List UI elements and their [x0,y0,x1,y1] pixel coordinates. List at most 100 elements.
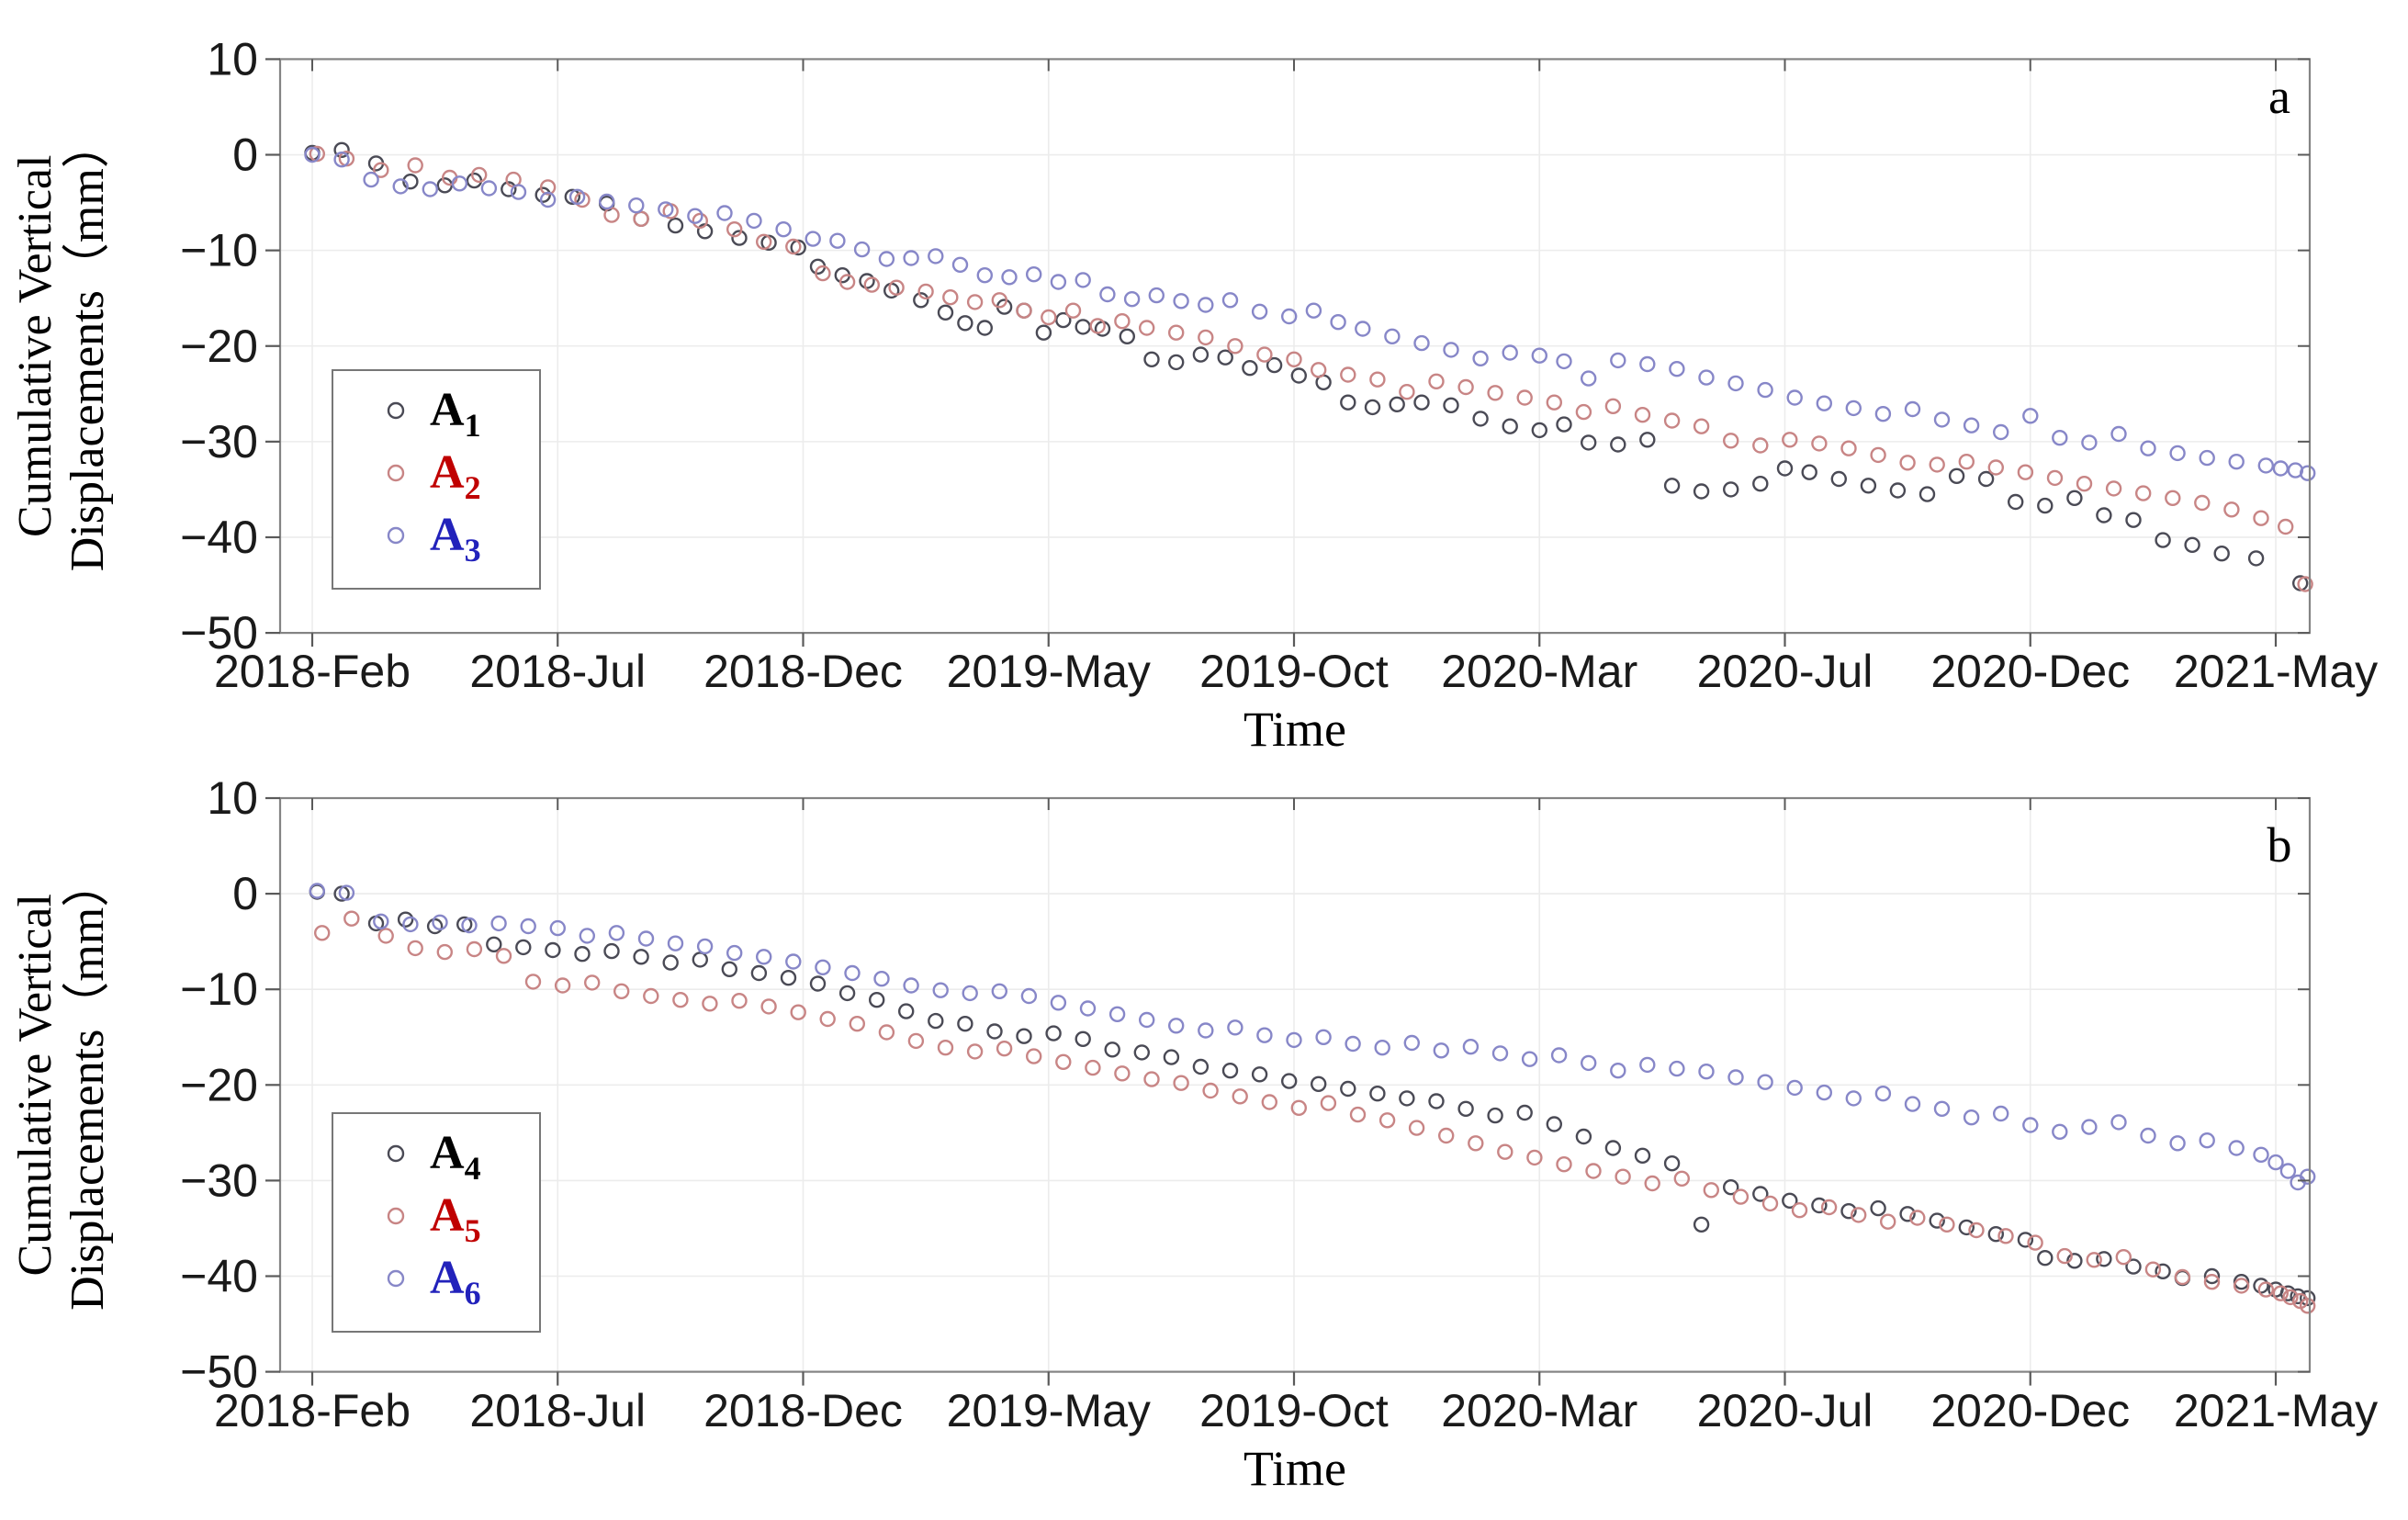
data-point-A1 [333,141,350,159]
data-point-A4 [486,936,502,953]
data-point-A4 [2037,1249,2054,1267]
data-point-A3 [687,208,703,224]
data-point-A6 [991,983,1008,1000]
data-point-A5 [1437,1127,1455,1144]
data-point-A3 [1610,352,1626,369]
data-point-A1 [1977,470,1995,488]
data-point-A5 [466,940,483,958]
data-point-A3 [951,256,969,273]
x-tick-label: 2018-Jul [469,646,646,697]
data-point-A5 [1261,1094,1278,1110]
data-point-A1 [1055,311,1072,329]
data-point-A6 [696,938,714,955]
x-tick-label: 2019-May [947,646,1151,697]
data-point-A1 [1752,476,1769,492]
data-point-A4 [986,1023,1003,1040]
data-point-A6 [962,985,978,1002]
data-point-A3 [1443,342,1459,358]
x-axis-title: Time [1243,702,1346,757]
data-point-A1 [2247,550,2265,567]
x-tick-label: 2018-Dec [703,1385,903,1436]
data-point-A4 [1899,1206,1916,1222]
data-point-A3 [2081,434,2098,451]
data-point-A2 [1811,435,1828,452]
data-point-A5 [643,987,659,1005]
data-point-A5 [1232,1088,1248,1105]
data-point-A6 [1345,1035,1361,1053]
data-point-A3 [1355,321,1371,337]
data-point-A3 [1502,344,1518,361]
data-point-A6 [402,916,419,933]
data-point-A2 [2297,576,2313,592]
data-point-A2 [1114,313,1131,330]
data-point-A3 [2022,408,2039,424]
data-point-A5 [1025,1048,1042,1064]
data-point-A4 [1457,1100,1474,1118]
data-point-A2 [1340,366,1356,383]
data-point-A2 [1782,432,1798,448]
data-point-A2 [1041,309,1057,326]
data-point-A2 [756,233,772,250]
data-point-A2 [815,265,831,282]
data-point-A1 [1531,422,1548,439]
data-point-A5 [1939,1216,1955,1233]
data-point-A4 [1221,1062,1239,1079]
data-point-A2 [1428,373,1445,389]
data-point-A3 [878,251,895,267]
data-point-A2 [888,279,905,296]
data-point-A2 [1840,440,1857,456]
data-point-A2 [1870,446,1886,464]
y-tick-label: −30 [180,416,258,467]
x-tick-label: 2018-Feb [214,1385,411,1436]
x-tick-label: 2019-May [947,1385,1151,1436]
data-point-A1 [1266,356,1283,374]
legend-label-A5: A5 [430,1189,481,1249]
data-point-A5 [2144,1261,2162,1278]
data-point-A5 [1526,1149,1543,1166]
data-point-A3 [2110,425,2127,443]
data-point-A4 [957,1015,973,1032]
data-point-A3 [1580,370,1597,387]
data-point-A5 [2299,1298,2316,1314]
data-point-A2 [407,157,423,174]
data-point-A6 [1757,1074,1773,1090]
data-point-A3 [2299,465,2316,481]
data-point-A6 [1845,1090,1862,1107]
data-point-A4 [2253,1278,2269,1294]
data-point-A6 [1491,1045,1509,1062]
data-point-A3 [1330,314,1346,331]
y-tick-label: 10 [207,772,258,824]
data-point-A2 [373,162,389,178]
data-point-A2 [1457,378,1474,396]
data-point-A1 [2155,532,2171,548]
data-point-A2 [1899,455,1916,471]
data-point-A3 [1099,286,1116,303]
data-point-A5 [819,1010,836,1028]
data-point-A3 [1173,293,1189,310]
legend-marker-A2 [387,464,405,482]
data-point-A1 [1801,464,1817,480]
data-point-A6 [2199,1132,2215,1149]
data-point-A4 [1811,1197,1828,1214]
data-point-A5 [2174,1268,2191,1286]
data-point-A4 [1722,1178,1739,1196]
data-point-A5 [1997,1228,2014,1244]
data-point-A1 [1556,416,1572,433]
data-point-A4 [1575,1128,1592,1145]
data-point-A6 [1963,1109,1980,1126]
data-point-A6 [1580,1054,1597,1072]
data-point-A3 [1845,400,1862,417]
data-point-A3 [1992,423,2009,441]
data-point-A3 [1413,334,1430,352]
data-point-A4 [1428,1093,1445,1109]
data-point-A1 [667,217,684,234]
data-point-A1 [1364,399,1381,416]
legend-label-A4: A4 [430,1127,481,1187]
data-point-A1 [1610,436,1626,453]
data-point-A6 [1874,1085,1892,1102]
x-tick-label: 2018-Jul [469,1385,646,1436]
series-A3 [304,146,2316,481]
data-point-A3 [775,220,792,238]
data-point-A1 [1413,394,1430,411]
